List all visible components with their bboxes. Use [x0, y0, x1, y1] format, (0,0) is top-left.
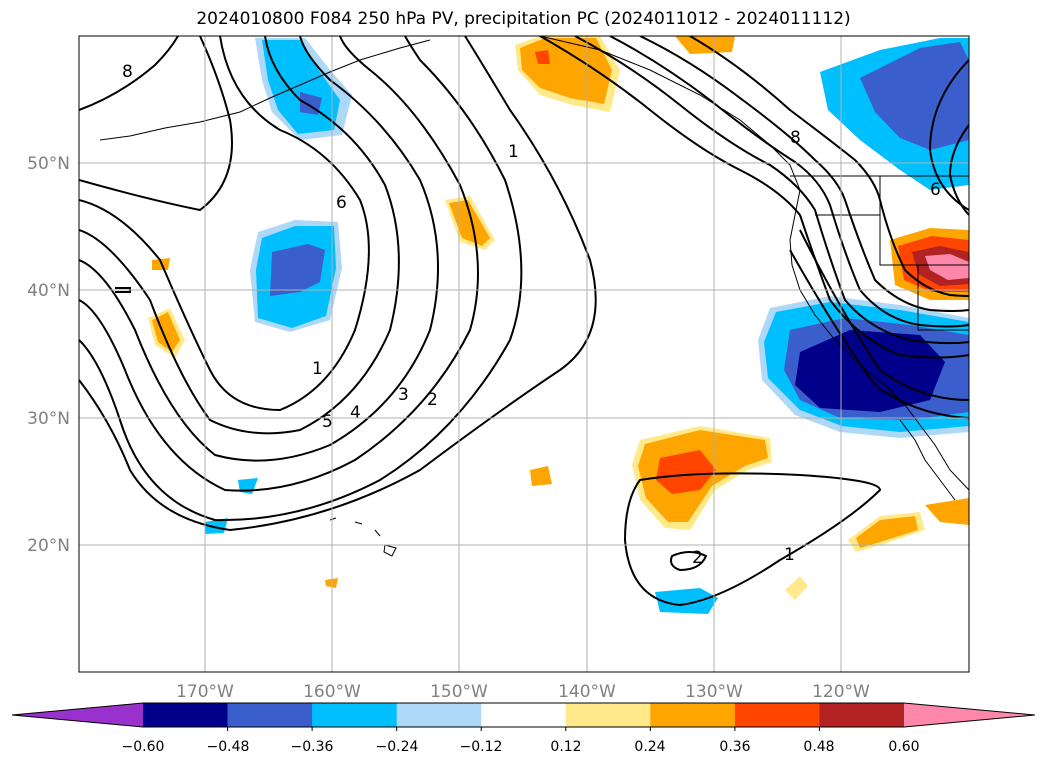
pv-contour-2-small: [670, 551, 708, 572]
contour-label: 1: [312, 359, 323, 379]
contour-label: 2: [427, 390, 438, 410]
contour-label: 5: [322, 412, 333, 432]
colorbar-tick-label: −0.60: [122, 739, 165, 755]
pv-contour-7-west: [79, 36, 233, 212]
colorbar-tick-label: 0.48: [803, 739, 834, 755]
colorbar-segment: [312, 703, 398, 727]
pv-contour-east-5: [689, 36, 969, 297]
colorbar-tick-label: −0.24: [376, 739, 419, 755]
lon-label: 150°W: [430, 682, 488, 702]
precip-shading: [148, 36, 969, 614]
colorbar-tick-label: −0.48: [207, 739, 250, 755]
precip-pos-small-a: [530, 466, 552, 486]
colorbar-segment: [819, 703, 905, 727]
precip-neg-central-inner: [270, 244, 325, 296]
lon-label: 170°W: [176, 682, 234, 702]
colorbar-tick-label: 0.24: [634, 739, 665, 755]
lon-label: 130°W: [685, 682, 743, 702]
precip-neg-calif-navy: [795, 330, 945, 412]
colorbar-segment: [143, 703, 229, 727]
precip-pos-inland-4: [925, 254, 969, 280]
pv-contour-6: [79, 36, 370, 412]
contour-label: 6: [336, 193, 347, 213]
precip-neg-alaska-mid: [262, 40, 340, 134]
precip-neg-small-2: [205, 518, 228, 534]
precip-pos-north-3: [535, 50, 550, 64]
pv-contour-3: [79, 36, 479, 492]
colorbar-segment: [396, 703, 482, 727]
pv-contour-east-1: [539, 36, 969, 359]
lon-label: 120°W: [812, 682, 870, 702]
colorbar-tick-label: 0.36: [719, 739, 750, 755]
pv-contour-east-2: [574, 36, 969, 345]
pv-contour-8-west: [79, 36, 179, 111]
colorbar-segment: [565, 703, 651, 727]
contour-label: 8: [790, 128, 801, 148]
pv-contour-ne-loop-2: [948, 124, 969, 216]
pv-contour-east-south-2: [789, 249, 969, 419]
lon-label: 140°W: [558, 682, 616, 702]
coast-baja: [899, 419, 956, 501]
pv-contours: [79, 36, 969, 607]
lon-labels: 170°W 160°W 150°W 140°W 130°W 120°W: [176, 682, 870, 702]
colorbar-tick-label: −0.12: [460, 739, 503, 755]
precip-pos-subtrop-3: [656, 450, 716, 494]
colorbar-tick-label: −0.36: [291, 739, 334, 755]
pv-contour-1-main: [79, 36, 597, 532]
colorbar-tick-label: 0.12: [550, 739, 581, 755]
contour-label: 3: [398, 385, 409, 405]
precip-pos-east-4: [785, 576, 808, 600]
colorbar-segment: [227, 703, 313, 727]
lat-label: 20°N: [27, 536, 70, 556]
precip-pos-east-2: [856, 516, 918, 548]
colorbar: [11, 702, 1036, 731]
colorbar-segment: [481, 703, 567, 727]
lon-label: 160°W: [303, 682, 361, 702]
colorbar-tick-labels: −0.60 −0.48 −0.36 −0.24 −0.12 0.12 0.24 …: [122, 739, 920, 755]
contour-label: 2: [692, 548, 703, 568]
colorbar-outline: [11, 702, 1036, 728]
colorbar-segment: [734, 703, 820, 727]
contour-label: 1: [508, 142, 519, 162]
lat-label: 50°N: [27, 154, 70, 174]
lat-label: 30°N: [27, 409, 70, 429]
colorbar-tick-label: 0.60: [888, 739, 919, 755]
hawaii-islands: [329, 517, 397, 557]
colorbar-extend-min: [12, 703, 143, 727]
lat-labels: 50°N 40°N 30°N 20°N: [27, 154, 70, 556]
precip-neg-small-3: [655, 588, 718, 614]
coast-alaska-chain: [99, 39, 431, 141]
pv-contour-ne-loop: [928, 59, 969, 211]
precip-pos-east-3: [925, 498, 969, 525]
contour-label: 6: [930, 180, 941, 200]
colorbar-extend-max: [904, 703, 1035, 727]
pv-contour-labels: 8 6 1 5 4 3 2 1 2 1 8 6: [122, 62, 941, 568]
pv-contour-4: [79, 36, 439, 462]
border-states-1: [879, 176, 969, 266]
map-content: 8 6 1 5 4 3 2 1 2 1 8 6: [79, 36, 969, 672]
pv-contour-5: [79, 36, 400, 435]
map-frame: [78, 35, 970, 673]
border-states-3: [917, 265, 969, 331]
precip-neg-bc-inner: [860, 42, 969, 150]
contour-label: 1: [784, 545, 795, 565]
pv-contour-2: [79, 36, 523, 522]
contour-label: 8: [122, 62, 133, 82]
lat-label: 40°N: [27, 281, 70, 301]
pv-contour-1-south: [623, 472, 882, 607]
pv-contour-east-4: [639, 36, 969, 312]
contour-label: 4: [350, 403, 361, 423]
map-title: 2024010800 F084 250 hPa PV, precipitatio…: [196, 9, 851, 29]
pv-contour-east-3: [609, 36, 969, 328]
colorbar-segment: [650, 703, 736, 727]
pv-contour-east-south-1: [799, 229, 969, 401]
graticule: [79, 36, 969, 672]
